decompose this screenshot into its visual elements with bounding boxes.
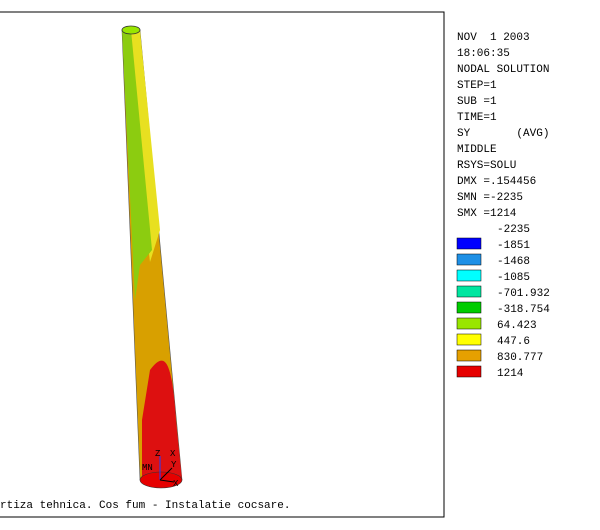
info-line: MIDDLE	[457, 144, 497, 156]
viewport-frame	[0, 11, 445, 518]
legend-label: -701.932	[497, 288, 550, 300]
tube-top	[121, 25, 141, 35]
legend-swatch	[456, 317, 482, 330]
legend-label: 447.6	[497, 336, 530, 348]
legend-label: 1214	[497, 368, 524, 380]
info-line: TIME=1	[457, 112, 497, 124]
axis-x	[159, 479, 175, 483]
info-line: NOV 1 2003	[457, 32, 530, 44]
legend-swatch	[456, 237, 482, 250]
legend-label: 64.423	[497, 320, 537, 332]
caption: rtiza tehnica. Cos fum - Instalatie cocs…	[0, 500, 290, 512]
triad-label: Z	[155, 449, 161, 459]
legend-label: 830.777	[497, 352, 543, 364]
green-zone	[122, 30, 152, 300]
chimney-model	[121, 25, 183, 489]
legend-swatch	[456, 349, 482, 362]
legend-label: -1851	[497, 240, 530, 252]
triad-label: MN	[142, 463, 153, 473]
legend-swatch	[456, 365, 482, 378]
info-line: 18:06:35	[457, 48, 510, 60]
legend-swatch	[456, 285, 482, 298]
legend-label: -1468	[497, 256, 530, 268]
legend-label: -1085	[497, 272, 530, 284]
info-line: RSYS=SOLU	[457, 160, 516, 172]
info-line: SUB =1	[457, 96, 497, 108]
legend-label: -2235	[497, 224, 530, 236]
triad-labels: MNZ XYX	[142, 449, 179, 489]
legend: -2235 -1851 -1468 -1085 -701.932 -318.754 64.4…	[456, 224, 550, 380]
info-line: DMX =.154456	[457, 176, 536, 188]
triad-label: X	[170, 449, 176, 459]
legend-swatch	[456, 269, 482, 282]
red-zone	[142, 360, 182, 480]
axis-y	[159, 467, 173, 481]
triad-label: Y	[171, 460, 177, 470]
info-line: STEP=1	[457, 80, 497, 92]
info-line: NODAL SOLUTION	[457, 64, 549, 76]
triad-label: X	[173, 479, 179, 489]
info-line: SMN =-2235	[457, 192, 523, 204]
legend-swatch	[456, 333, 482, 346]
legend-swatch	[456, 301, 482, 314]
legend-label: -318.754	[497, 304, 550, 316]
info-line: SY (AVG)	[457, 128, 549, 140]
legend-swatch	[456, 253, 482, 266]
info-line: SMX =1214	[457, 208, 517, 220]
info-panel: NOV 1 2003 18:06:35 NODAL SOLUTION STEP=1 SU…	[457, 32, 549, 220]
